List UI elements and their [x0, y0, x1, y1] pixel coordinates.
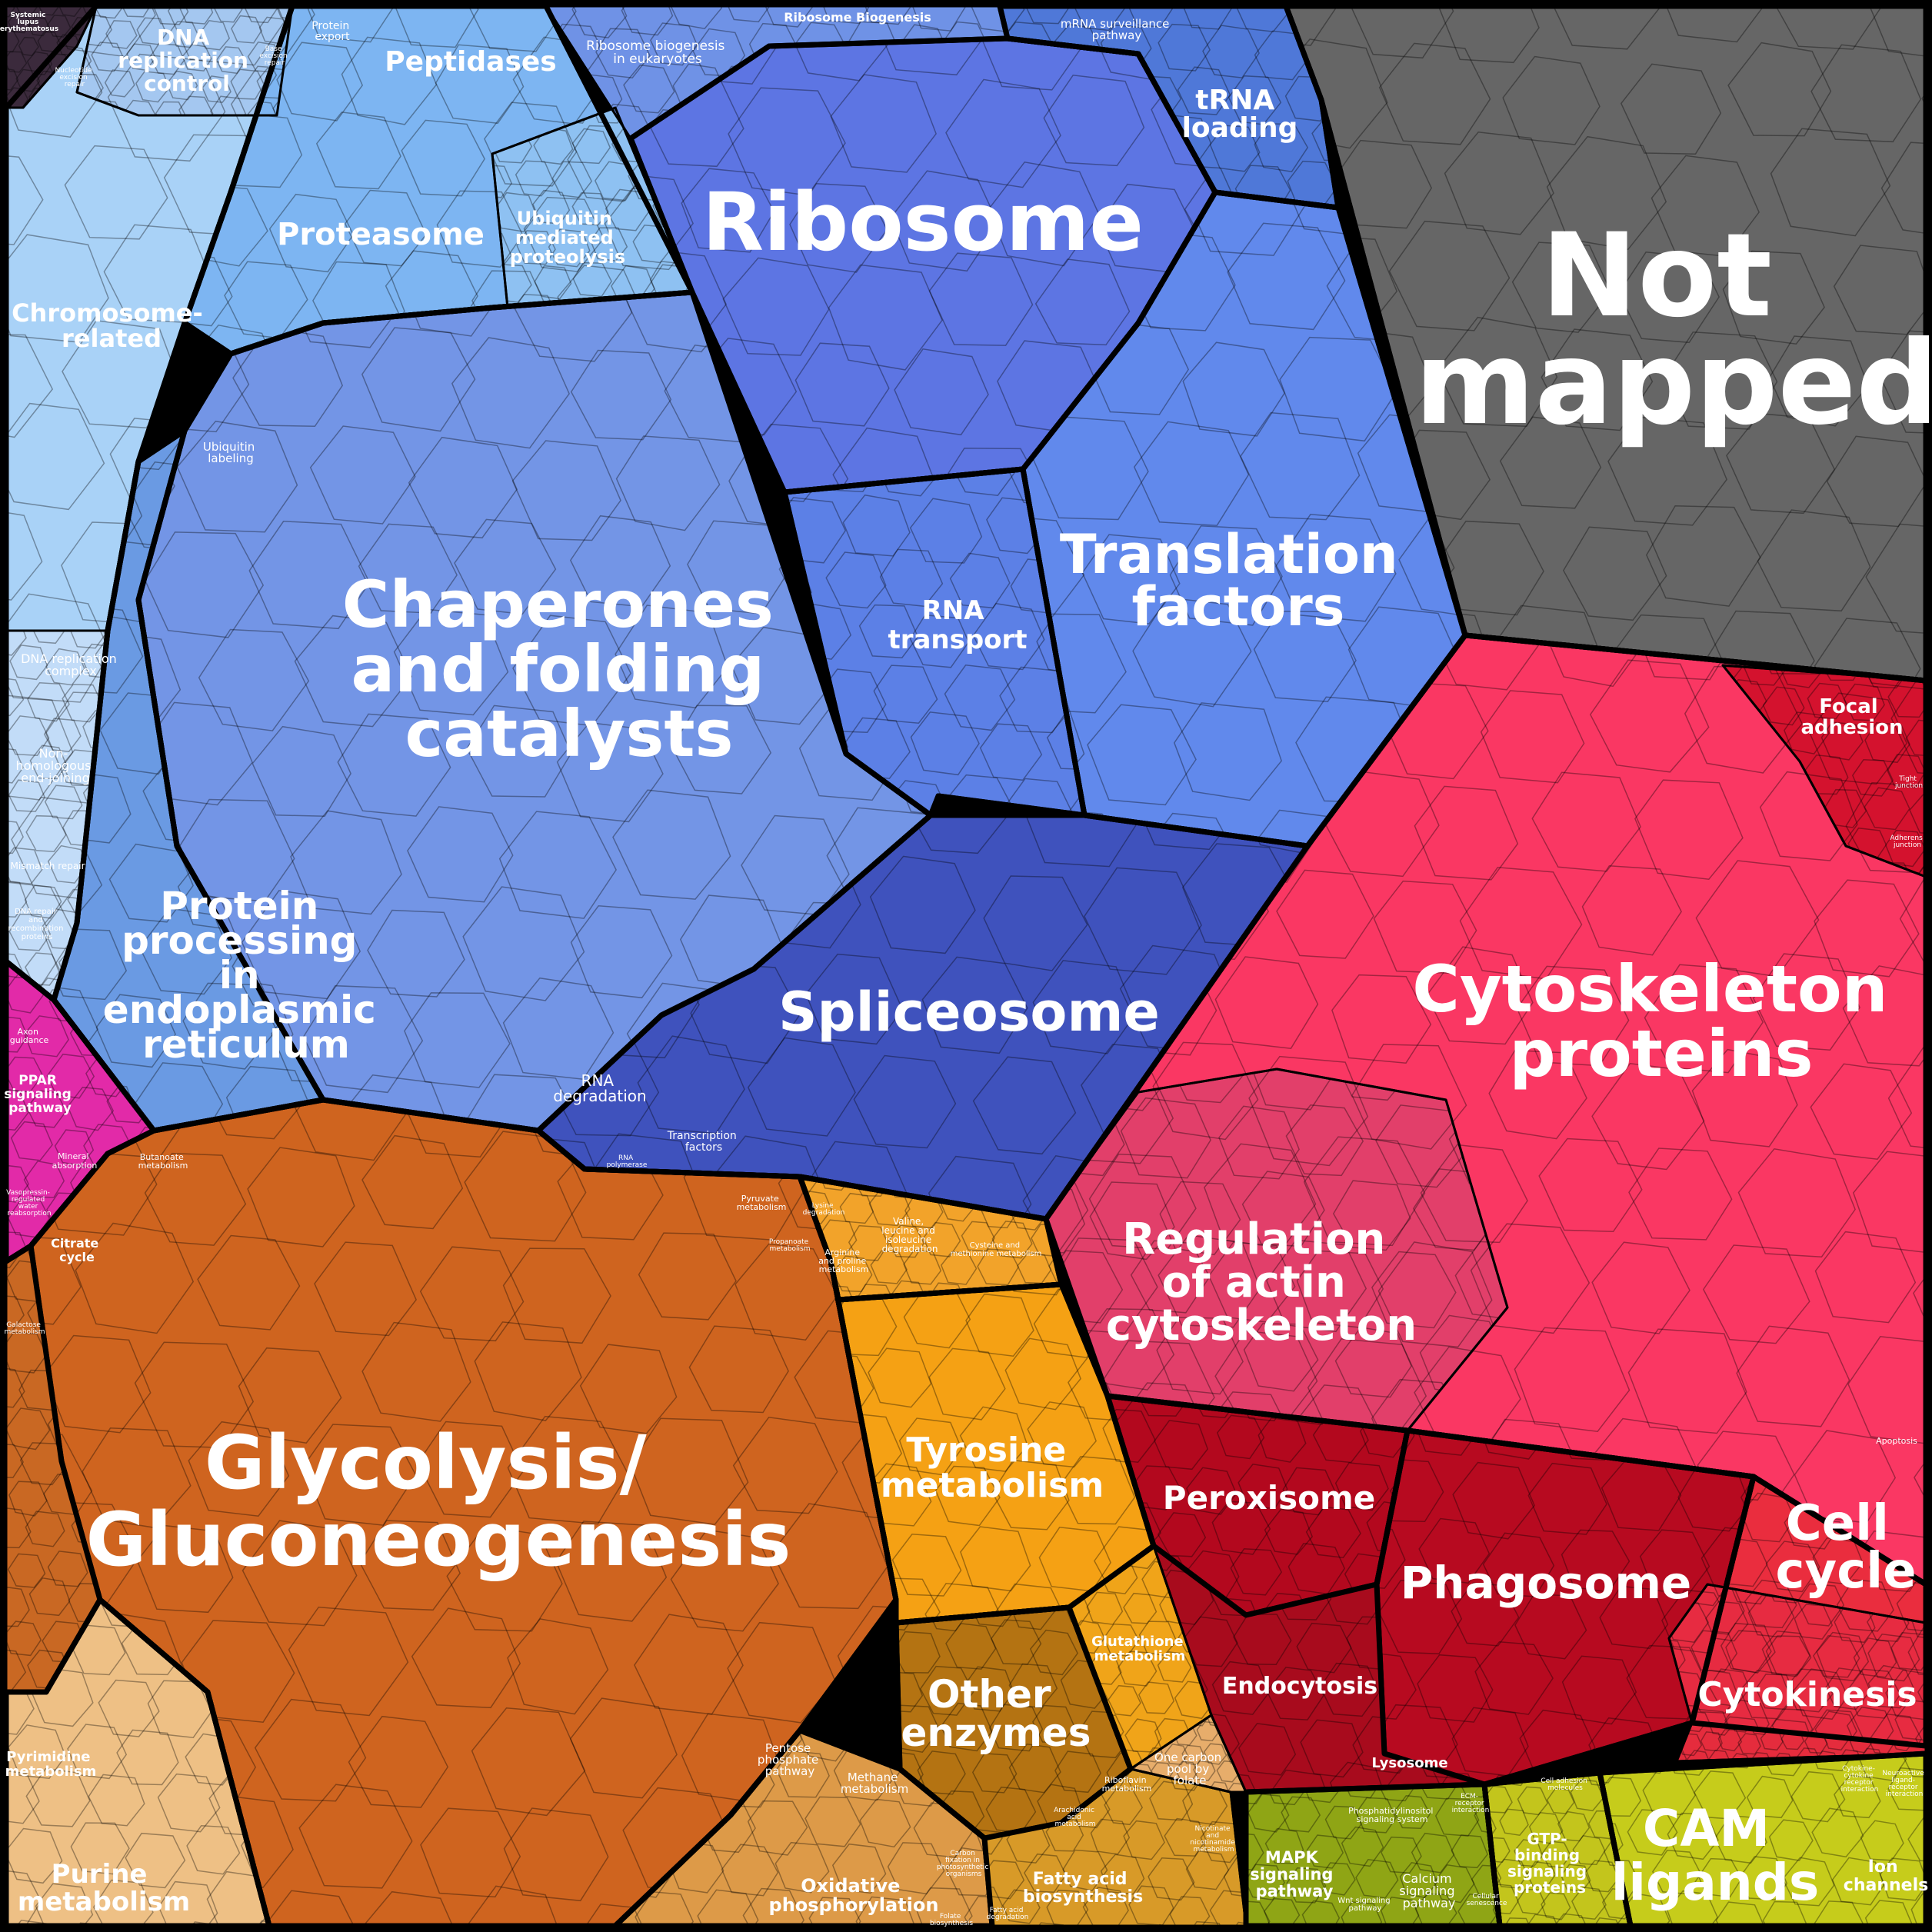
label-systemic-lupus: Systemic lupus erythematosus — [0, 12, 58, 33]
label-galactose: Galactose metabolism — [4, 1321, 45, 1336]
label-cellular-senescence: Cellular senescence — [1467, 1893, 1507, 1907]
label-chromosome-related: Chromosome- related — [12, 298, 212, 353]
label-oxidative-phos: Oxidative phosphorylation — [769, 1875, 939, 1916]
label-focal-adhesion: Focal adhesion — [1800, 695, 1903, 739]
label-transcription-factors: Transcription factors — [667, 1130, 741, 1154]
label-protein-processing: Protein processing in endoplasmic reticu… — [103, 884, 389, 1067]
label-wnt-signaling: Wnt signaling pathway — [1337, 1897, 1393, 1913]
label-citrate: Citrate cycle — [51, 1236, 103, 1264]
label-fatty-acid: Fatty acid biosynthesis — [1023, 1870, 1143, 1907]
label-vasopressin: Vasopressin- regulated water reabsorptio… — [6, 1189, 52, 1217]
label-ribosome: Ribosome — [702, 175, 1144, 269]
label-rna-transport: RNA transport — [888, 595, 1027, 655]
label-not-mapped: Not mapped — [1414, 209, 1932, 451]
label-neuroactive: Neuroactive ligand- receptor interaction — [1882, 1770, 1926, 1798]
region-outline — [1152, 1544, 1486, 1794]
label-valine: Valine, leucine and isoleucine degradati… — [881, 1216, 938, 1254]
label-pyrimidine: Pyrimidine metabolism — [5, 1749, 97, 1780]
label-rna-polymerase: RNA polymerase — [607, 1154, 648, 1169]
label-phagosome: Phagosome — [1401, 1557, 1691, 1609]
label-mineral-absorption: Mineral absorption — [52, 1151, 98, 1171]
label-fatty-acid-degradation: Fatty acid degradation — [987, 1907, 1029, 1921]
label-dna-repair-recomb: DNA repair and recombination proteins — [8, 908, 65, 941]
label-tight-junction: Tight junction — [1894, 775, 1923, 790]
label-rna-degradation: RNA degradation — [553, 1071, 646, 1105]
label-mapk: MAPK signaling pathway — [1250, 1848, 1339, 1900]
label-cytokinesis: Cytokinesis — [1697, 1675, 1917, 1714]
label-propanoate: Propanoate metabolism — [769, 1238, 811, 1253]
label-ubiquitin-labeling: Ubiquitin labeling — [203, 440, 258, 465]
label-tyrosine: Tyrosine metabolism — [881, 1431, 1104, 1505]
label-proteasome: Proteasome — [277, 217, 485, 252]
label-peptidases: Peptidases — [385, 46, 556, 78]
label-ribosome-biogenesis: Ribosome Biogenesis — [784, 10, 931, 25]
label-axon-guidance: Axon guidance — [10, 1027, 49, 1045]
label-ubiquitin-mediated: Ubiquitin mediated proteolysis — [510, 208, 625, 268]
label-nicotinate: Nicotinate and nicotinamide metabolism — [1190, 1825, 1237, 1854]
label-cysteine: Cysteine and methionine metabolism — [951, 1241, 1042, 1258]
label-arachidonic: Arachidonic acid metabolism — [1054, 1807, 1097, 1828]
label-chaperones: Chaperones and folding catalysts — [342, 567, 796, 771]
label-other-enzymes: Other enzymes — [901, 1672, 1091, 1755]
label-phosphatidylinositol: Phosphatidylinositol signaling system — [1348, 1806, 1436, 1824]
label-lysosome: Lysosome — [1371, 1755, 1447, 1771]
label-cytoskeleton-proteins: Cytoskeleton proteins — [1412, 951, 1910, 1091]
label-dna-replication-complex: DNA replication complex — [21, 651, 121, 678]
label-pentose: Pentose phosphate pathway — [758, 1741, 822, 1778]
label-arginine: Arginine and proline metabolism — [818, 1247, 869, 1274]
label-translation-factors: Translation factors — [1060, 523, 1417, 638]
label-ecm-receptor: ECM- receptor interaction — [1452, 1793, 1490, 1814]
label-cytokine-receptor: Cytokine- cytokine receptor interaction — [1841, 1765, 1879, 1794]
label-one-carbon: One carbon pool by folate — [1154, 1750, 1225, 1787]
label-trna-loading: tRNA loading — [1182, 85, 1298, 144]
label-pyruvate: Pyruvate metabolism — [737, 1194, 787, 1212]
label-glycolysis: Glycolysis/ Gluconeogenesis — [86, 1420, 791, 1583]
label-protein-export: Protein export — [311, 20, 353, 43]
subcells — [1600, 1754, 1926, 1926]
label-endocytosis: Endocytosis — [1222, 1673, 1377, 1700]
label-apoptosis: Apoptosis — [1876, 1436, 1917, 1446]
label-spliceosome: Spliceosome — [778, 981, 1160, 1044]
labels-layer: Not mapped Ribosome Chaperones and foldi… — [0, 10, 1932, 1927]
label-nucleotide-excision: Nucleotide excision repair — [55, 67, 94, 88]
label-calcium-signaling: Calcium signaling pathway — [1399, 1871, 1458, 1910]
label-ppar: PPAR signaling pathway — [4, 1073, 76, 1116]
label-ion-channels: Ion channels — [1844, 1857, 1928, 1895]
subcells — [1246, 1784, 1500, 1926]
label-dna-replication-control: DNA replication control — [118, 25, 255, 96]
label-regulation-actin: Regulation of actin cytoskeleton — [1106, 1214, 1417, 1351]
label-cam-ligands: CAM ligands — [1611, 1799, 1820, 1912]
label-glutathione: Glutathione metabolism — [1091, 1634, 1188, 1664]
label-gtp-binding: GTP- binding signaling proteins — [1507, 1830, 1592, 1897]
region-outline — [1721, 664, 1927, 878]
label-ribosome-biogenesis-euk: Ribosome biogenesis in eukaryotes — [586, 38, 729, 67]
label-purine: Purine metabolism — [18, 1859, 190, 1917]
label-riboflavin: Riboflavin metabolism — [1102, 1775, 1152, 1794]
region-outlines — [3, 3, 1929, 1929]
label-peroxisome: Peroxisome — [1163, 1479, 1375, 1517]
label-folate: Folate biosynthesis — [930, 1913, 973, 1927]
label-mrna-surveillance: mRNA surveillance pathway — [1061, 17, 1173, 42]
label-methane: Methane metabolism — [841, 1770, 908, 1796]
label-lysine: Lysine degradation — [803, 1202, 845, 1217]
label-mismatch-repair: Mismatch repair — [11, 861, 85, 871]
label-butanoate: Butanoate metabolism — [138, 1152, 188, 1171]
region-outline — [1667, 1583, 1927, 1747]
label-cell-cycle: Cell cycle — [1776, 1495, 1917, 1600]
label-adherens-junction: Adherens junction — [1890, 834, 1924, 849]
label-base-excision: Base excision repair — [259, 45, 289, 67]
label-carbon-fixation: Carbon fixation in photosynthetic organi… — [937, 1850, 991, 1878]
label-nhej: Non- homologous end-joining — [15, 746, 95, 785]
label-cell-adhesion: Cell adhesion molecules — [1541, 1777, 1589, 1792]
